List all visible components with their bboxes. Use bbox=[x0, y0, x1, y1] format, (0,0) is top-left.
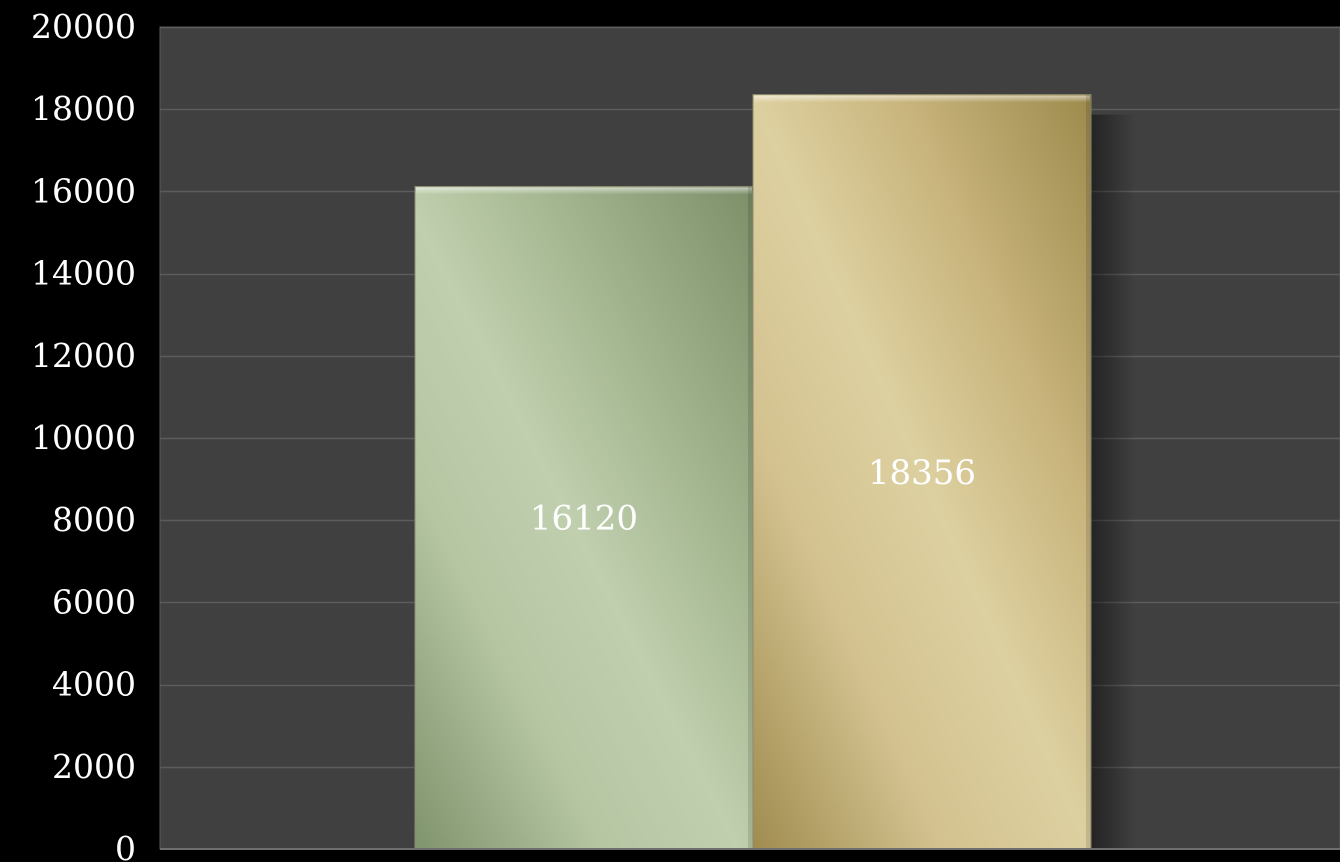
y-axis-tick-labels: 0 2000 4000 6000 8000 10000 12000 14000 16000 180… bbox=[31, 7, 136, 862]
bar-shadow bbox=[1091, 114, 1136, 849]
y-tick-label: 14000 bbox=[31, 254, 136, 293]
bar-edge bbox=[1086, 94, 1091, 849]
y-tick-label: 18000 bbox=[31, 89, 136, 128]
y-tick-label: 8000 bbox=[52, 500, 136, 539]
y-tick-label: 2000 bbox=[52, 747, 136, 786]
bar bbox=[752, 94, 1092, 850]
y-tick-label: 6000 bbox=[52, 582, 136, 621]
bars bbox=[414, 94, 1092, 850]
data-label: 18356 bbox=[868, 453, 976, 493]
bar bbox=[414, 185, 754, 850]
bar-bevel bbox=[416, 187, 752, 195]
data-labels: 16120 18356 bbox=[530, 453, 976, 539]
y-tick-label: 16000 bbox=[31, 171, 136, 210]
y-tick-label: 10000 bbox=[31, 418, 136, 457]
data-label: 16120 bbox=[530, 499, 638, 539]
y-tick-label: 12000 bbox=[31, 336, 136, 375]
bar-shadows bbox=[1091, 114, 1136, 849]
bar-bevel bbox=[754, 95, 1090, 103]
y-tick-label: 20000 bbox=[31, 7, 136, 46]
y-tick-label: 0 bbox=[115, 829, 136, 862]
y-tick-label: 4000 bbox=[52, 665, 136, 704]
bar-edge bbox=[748, 186, 753, 849]
